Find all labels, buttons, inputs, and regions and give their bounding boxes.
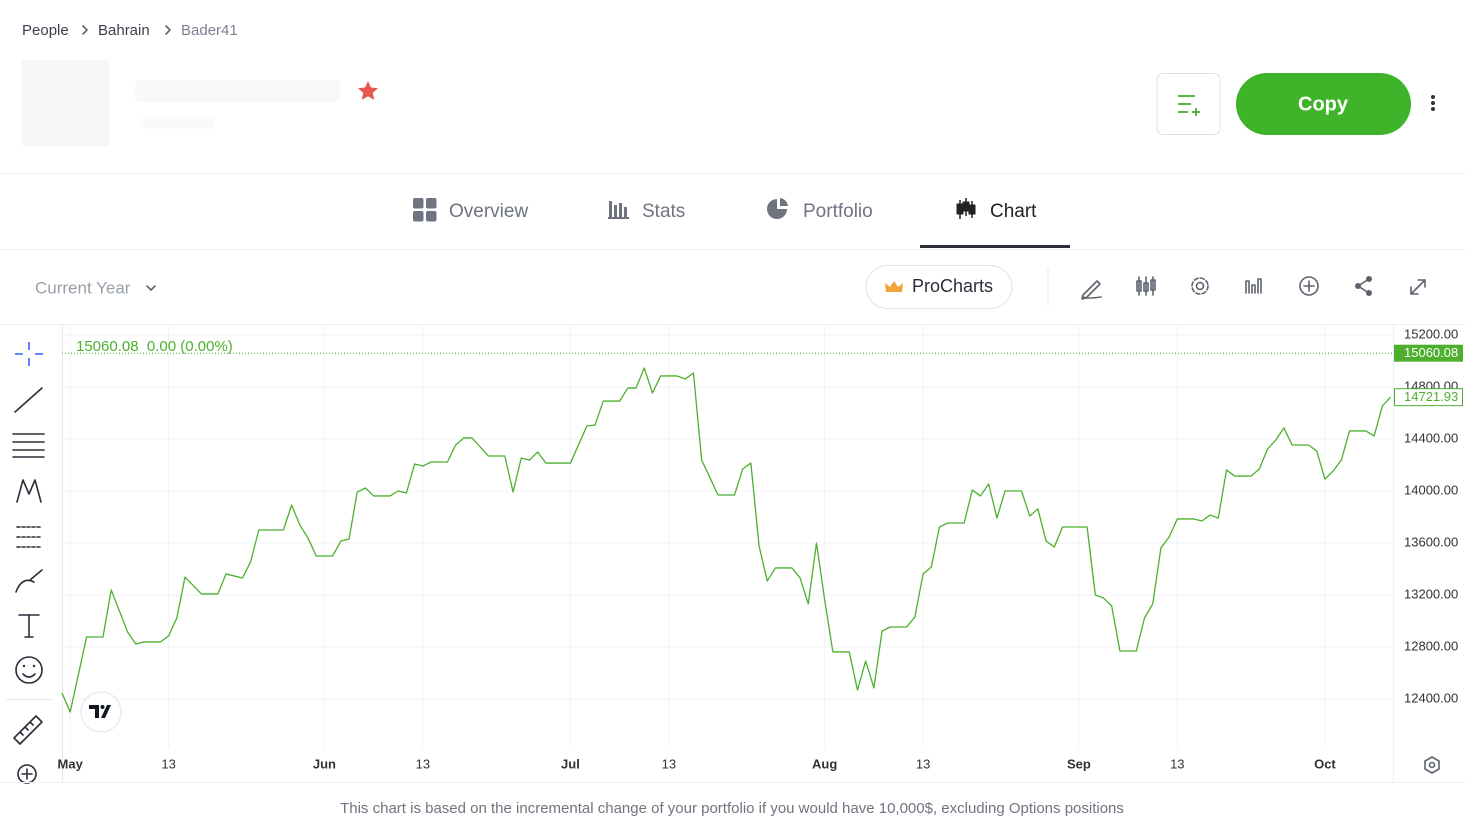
procharts-button[interactable] — [865, 265, 1013, 309]
y-tick-label: 14000.00 — [1404, 482, 1458, 497]
x-tick-label: 13 — [662, 756, 676, 771]
crosshair-tool[interactable] — [15, 342, 43, 366]
chart-legend: 15060.08 0.00 (0.00%) — [76, 338, 233, 355]
breadcrumb-current: Bader41 — [181, 22, 238, 39]
copy-button[interactable] — [1236, 73, 1411, 135]
axis-settings-dot — [1428, 761, 1436, 769]
chart: 15200.0014800.0014400.0014000.0013600.00… — [58, 325, 1463, 783]
blurred-name — [135, 80, 340, 102]
add-icon[interactable] — [1299, 276, 1319, 296]
fib-tool[interactable] — [12, 433, 45, 458]
portfolio-line — [61, 367, 1392, 713]
chart-icon — [956, 198, 976, 219]
dropdown-arrow — [146, 285, 156, 291]
x-tick-label: Oct — [1314, 756, 1336, 771]
volume-icon[interactable] — [1245, 278, 1262, 294]
x-tick-label: Sep — [1067, 756, 1091, 771]
last-value-label-bg — [1394, 388, 1463, 407]
tab[interactable]: Overview — [449, 201, 528, 222]
x-tick-label: 13 — [161, 756, 175, 771]
avatar — [22, 60, 109, 146]
y-tick-label: 13600.00 — [1404, 534, 1458, 549]
watchlist-icon — [1178, 95, 1200, 116]
projection-tool[interactable] — [16, 526, 43, 548]
crown-icon — [885, 281, 903, 292]
portfolio-icon — [767, 198, 788, 219]
tab-active[interactable]: Chart — [990, 201, 1037, 222]
draw-icon[interactable] — [1081, 280, 1102, 300]
price-line-label-bg — [1394, 344, 1463, 362]
indicators-icon[interactable] — [1136, 276, 1156, 296]
price-line-label: 15060.08 — [1404, 345, 1458, 360]
overview-icon — [413, 198, 437, 222]
settings-icon[interactable] — [1191, 277, 1209, 295]
tab[interactable]: Stats — [642, 201, 685, 222]
x-tick-label: Jun — [313, 756, 336, 771]
share-icon[interactable] — [1355, 276, 1372, 296]
y-tick-label: 12400.00 — [1404, 690, 1458, 705]
axis-settings-icon[interactable] — [1424, 756, 1440, 774]
zoom-tool[interactable] — [17, 764, 37, 784]
x-tick-label: Aug — [812, 756, 837, 771]
x-tick-label: 13 — [916, 756, 930, 771]
period-dropdown[interactable]: Current Year — [35, 278, 131, 297]
y-tick-label: 13200.00 — [1404, 586, 1458, 601]
brush-tool[interactable] — [15, 569, 43, 593]
y-tick-label: 14400.00 — [1404, 430, 1458, 445]
x-tick-label: 13 — [416, 756, 430, 771]
breadcrumb-separator — [82, 25, 88, 35]
tab[interactable]: Portfolio — [803, 201, 873, 222]
y-tick-label: 12800.00 — [1404, 638, 1458, 653]
stats-icon — [608, 201, 629, 219]
blurred-username — [140, 117, 215, 129]
trendline-tool[interactable] — [14, 387, 43, 413]
star-icon[interactable] — [358, 81, 378, 100]
x-tick-label: Jul — [561, 756, 580, 771]
more-menu[interactable] — [1431, 95, 1435, 111]
footer-note: This chart is based on the incremental c… — [340, 800, 1124, 817]
last-value-label: 14721.93 — [1404, 389, 1458, 404]
text-tool[interactable] — [18, 614, 40, 638]
y-tick-label: 15200.00 — [1404, 326, 1458, 341]
tab-underline — [920, 245, 1070, 248]
breadcrumb-link[interactable]: People — [22, 22, 69, 39]
fullscreen-icon[interactable] — [1410, 279, 1426, 295]
copy-button-label: Copy — [1298, 93, 1349, 115]
ruler-tool[interactable] — [13, 715, 43, 745]
emoji-tool[interactable] — [15, 656, 43, 684]
breadcrumb-link[interactable]: Bahrain — [98, 22, 150, 39]
breadcrumb-separator — [165, 25, 171, 35]
tradingview-logo[interactable] — [80, 691, 122, 733]
x-tick-label: 13 — [1170, 756, 1184, 771]
pattern-tool[interactable] — [16, 479, 42, 503]
x-tick-label: May — [58, 756, 84, 771]
procharts-label: ProCharts — [912, 276, 993, 296]
